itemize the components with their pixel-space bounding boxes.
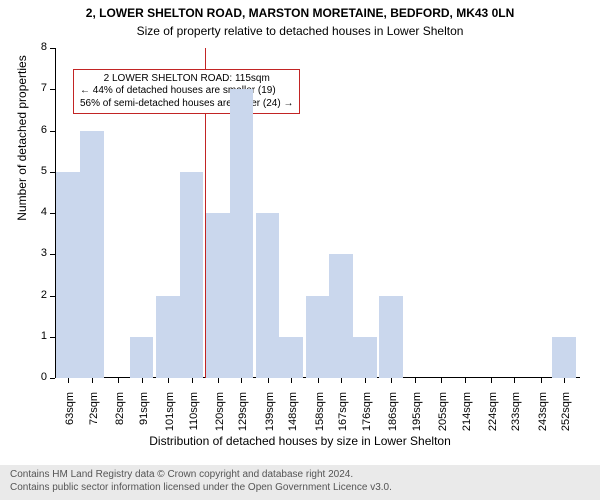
x-tick-label: 110sqm — [188, 392, 200, 442]
x-tick-label: 91sqm — [138, 392, 150, 442]
histogram-bar — [379, 296, 403, 379]
x-tick-label: 214sqm — [461, 392, 473, 442]
y-tick-label: 8 — [27, 41, 47, 53]
annotation-line: 2 LOWER SHELTON ROAD: 115sqm — [80, 73, 293, 86]
x-tick-label: 148sqm — [287, 392, 299, 442]
x-tick-label: 205sqm — [437, 392, 449, 442]
y-tick-mark — [50, 48, 55, 49]
histogram-bar — [552, 337, 576, 378]
y-tick-mark — [50, 172, 55, 173]
x-tick-label: 224sqm — [487, 392, 499, 442]
x-tick-label: 158sqm — [314, 392, 326, 442]
x-tick-label: 63sqm — [64, 392, 76, 442]
annotation-box: 2 LOWER SHELTON ROAD: 115sqm← 44% of det… — [73, 69, 300, 115]
x-tick-label: 120sqm — [214, 392, 226, 442]
footer-line-1: Contains HM Land Registry data © Crown c… — [10, 469, 590, 482]
histogram-bar — [256, 213, 280, 378]
y-tick-mark — [50, 378, 55, 379]
x-tick-mark — [465, 378, 466, 383]
histogram-bar — [80, 131, 104, 379]
x-tick-label: 129sqm — [237, 392, 249, 442]
x-tick-mark — [291, 378, 292, 383]
x-tick-mark — [142, 378, 143, 383]
x-tick-mark — [441, 378, 442, 383]
x-tick-mark — [192, 378, 193, 383]
x-tick-mark — [341, 378, 342, 383]
x-tick-label: 252sqm — [560, 392, 572, 442]
y-tick-mark — [50, 131, 55, 132]
x-tick-mark — [514, 378, 515, 383]
y-tick-label: 2 — [27, 289, 47, 301]
x-tick-mark — [541, 378, 542, 383]
chart-plot-area: 2 LOWER SHELTON ROAD: 115sqm← 44% of det… — [55, 48, 580, 378]
annotation-line: 56% of semi-detached houses are larger (… — [80, 98, 293, 111]
x-tick-mark — [491, 378, 492, 383]
x-tick-mark — [92, 378, 93, 383]
x-tick-mark — [391, 378, 392, 383]
histogram-bar — [130, 337, 154, 378]
histogram-bar — [279, 337, 303, 378]
x-tick-mark — [318, 378, 319, 383]
x-tick-label: 243sqm — [537, 392, 549, 442]
histogram-bar — [180, 172, 204, 378]
y-tick-label: 1 — [27, 330, 47, 342]
x-tick-label: 195sqm — [411, 392, 423, 442]
title-address: 2, LOWER SHELTON ROAD, MARSTON MORETAINE… — [0, 6, 600, 20]
y-tick-label: 7 — [27, 82, 47, 94]
x-tick-label: 139sqm — [264, 392, 276, 442]
x-tick-mark — [415, 378, 416, 383]
y-tick-mark — [50, 213, 55, 214]
histogram-bar — [329, 254, 353, 378]
y-tick-mark — [50, 254, 55, 255]
x-tick-mark — [564, 378, 565, 383]
histogram-bar — [353, 337, 377, 378]
footer-line-2: Contains public sector information licen… — [10, 482, 590, 495]
x-tick-mark — [168, 378, 169, 383]
histogram-bar — [156, 296, 180, 379]
annotation-line: ← 44% of detached houses are smaller (19… — [80, 85, 293, 98]
histogram-bar — [206, 213, 230, 378]
x-tick-mark — [118, 378, 119, 383]
x-tick-label: 167sqm — [337, 392, 349, 442]
title-subtitle: Size of property relative to detached ho… — [0, 24, 600, 38]
histogram-bar — [56, 172, 80, 378]
x-tick-mark — [365, 378, 366, 383]
y-tick-mark — [50, 337, 55, 338]
x-tick-mark — [241, 378, 242, 383]
x-tick-mark — [268, 378, 269, 383]
histogram-bar — [230, 89, 254, 378]
y-tick-label: 0 — [27, 371, 47, 383]
y-tick-label: 5 — [27, 165, 47, 177]
x-tick-mark — [68, 378, 69, 383]
x-tick-label: 176sqm — [361, 392, 373, 442]
y-tick-label: 3 — [27, 247, 47, 259]
x-tick-label: 82sqm — [114, 392, 126, 442]
y-tick-mark — [50, 296, 55, 297]
y-tick-label: 4 — [27, 206, 47, 218]
x-tick-label: 233sqm — [510, 392, 522, 442]
histogram-bar — [306, 296, 330, 379]
x-tick-mark — [218, 378, 219, 383]
x-tick-label: 101sqm — [164, 392, 176, 442]
y-tick-mark — [50, 89, 55, 90]
x-tick-label: 186sqm — [387, 392, 399, 442]
y-tick-label: 6 — [27, 124, 47, 136]
footer-attribution: Contains HM Land Registry data © Crown c… — [0, 465, 600, 500]
x-tick-label: 72sqm — [88, 392, 100, 442]
